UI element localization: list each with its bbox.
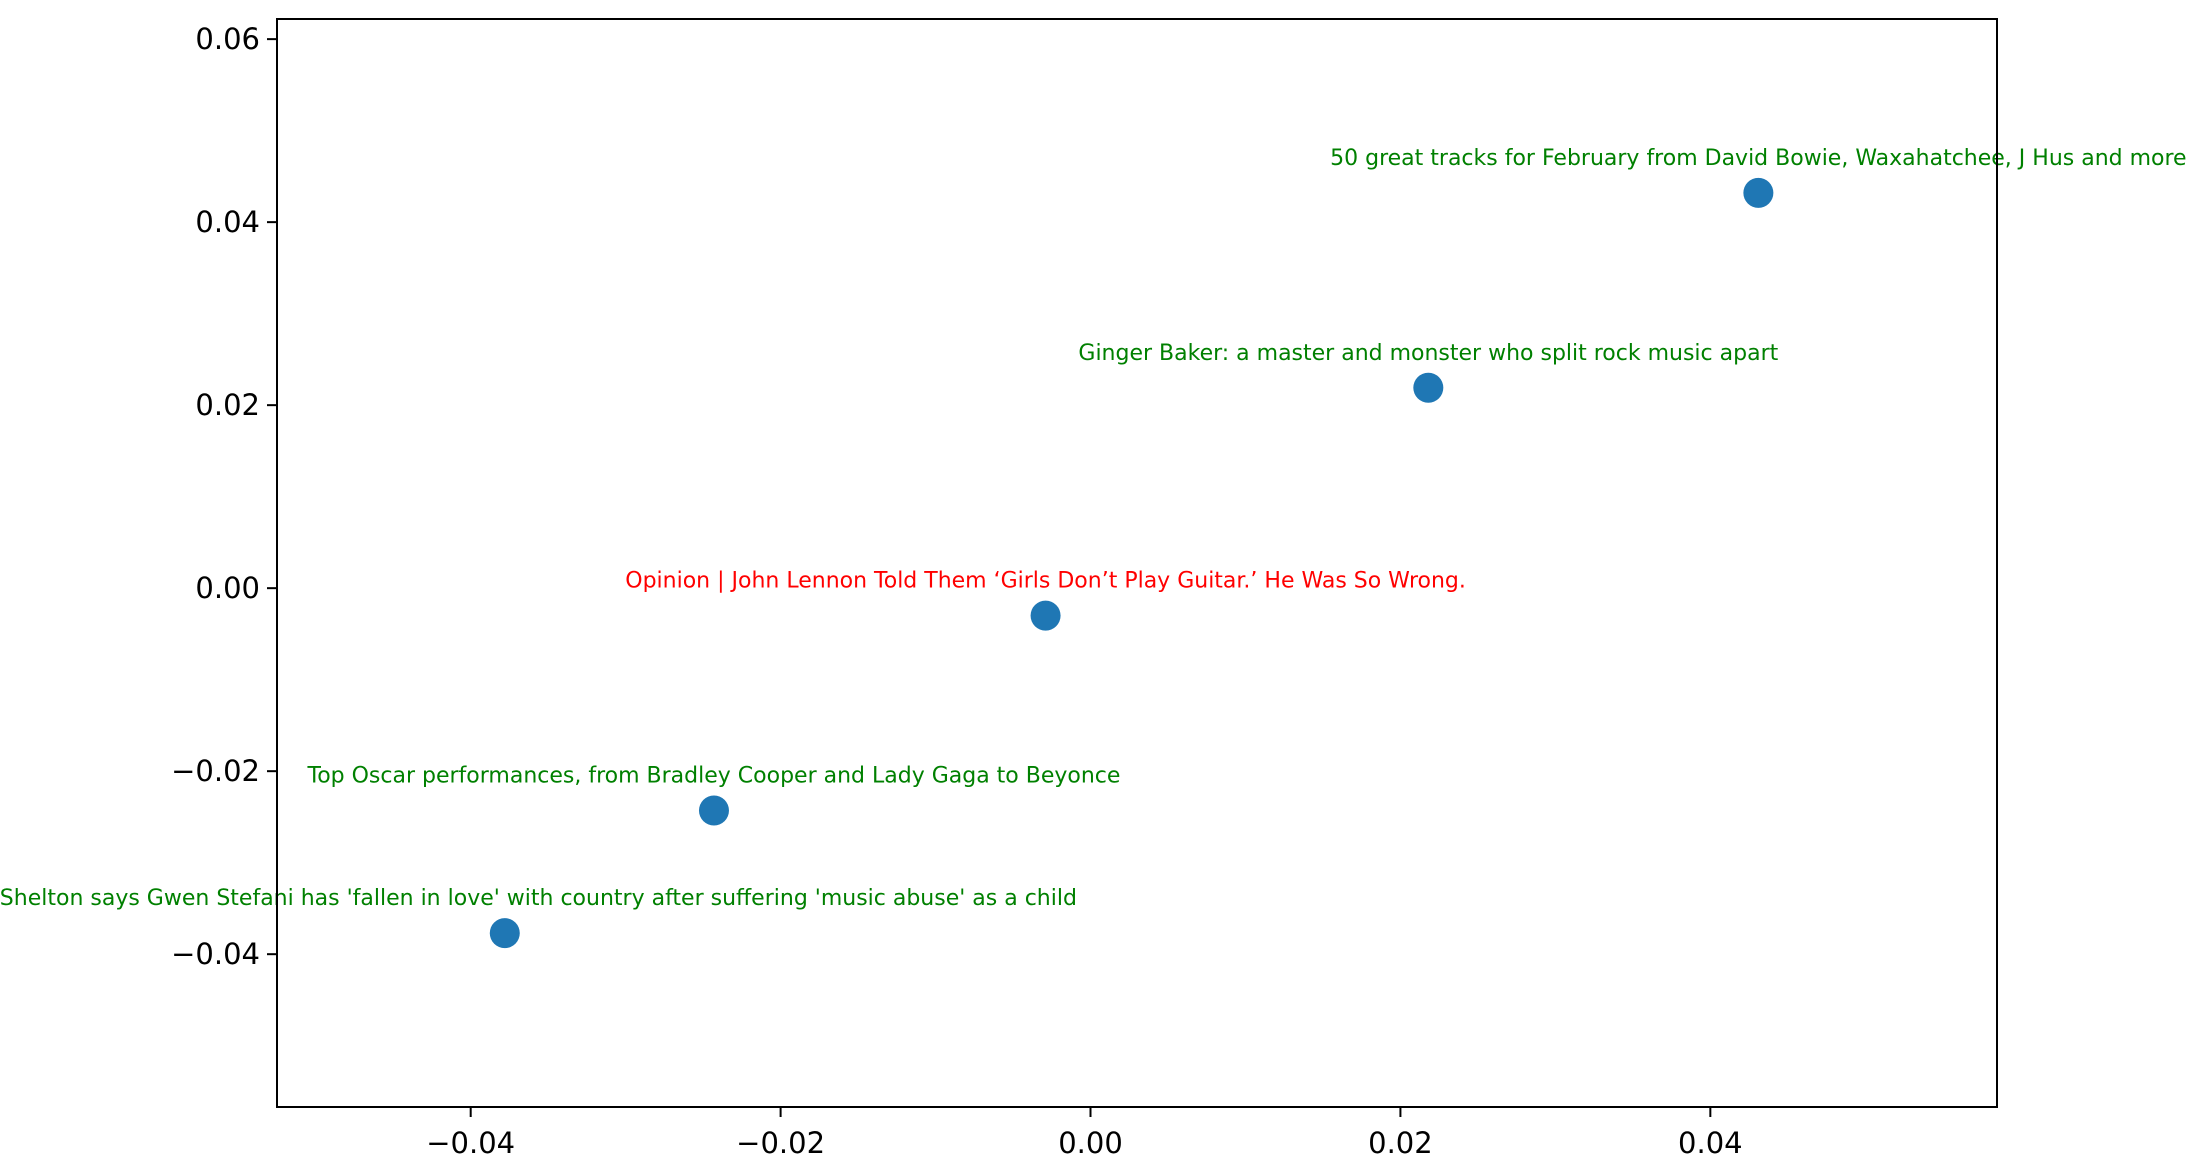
y-tick-label: −0.02 (171, 754, 260, 788)
point-label: 50 great tracks for February from David … (1330, 146, 2186, 171)
data-point (1743, 177, 1774, 208)
x-axis: −0.04 −0.02 0.00 0.02 0.04 (426, 1107, 1743, 1160)
y-tick-label: −0.04 (171, 937, 260, 971)
x-tick-label: 0.02 (1368, 1126, 1433, 1160)
y-tick-label: 0.00 (195, 571, 260, 605)
point-label: Blake Shelton says Gwen Stefani has 'fal… (0, 886, 1077, 911)
y-tick-label: 0.04 (195, 205, 260, 239)
point-label: Opinion | John Lennon Told Them ‘Girls D… (625, 569, 1466, 594)
x-tick-label: 0.00 (1058, 1126, 1123, 1160)
x-tick-label: −0.02 (736, 1126, 825, 1160)
plot-frame (276, 18, 1998, 1108)
data-point (489, 918, 520, 949)
y-tick-label: 0.06 (195, 22, 260, 56)
point-labels: 50 great tracks for February from David … (0, 146, 2187, 911)
x-tick-label: −0.04 (426, 1126, 515, 1160)
data-point (1413, 372, 1444, 403)
point-label: Ginger Baker: a master and monster who s… (1078, 341, 1778, 366)
y-tick-label: 0.02 (195, 388, 260, 422)
point-label: Top Oscar performances, from Bradley Coo… (307, 764, 1121, 789)
y-axis: −0.04 −0.02 0.00 0.02 0.04 0.06 (171, 22, 277, 971)
data-point (698, 795, 729, 826)
data-point (1030, 600, 1061, 631)
x-tick-label: 0.04 (1678, 1126, 1743, 1160)
data-points (489, 177, 1774, 949)
